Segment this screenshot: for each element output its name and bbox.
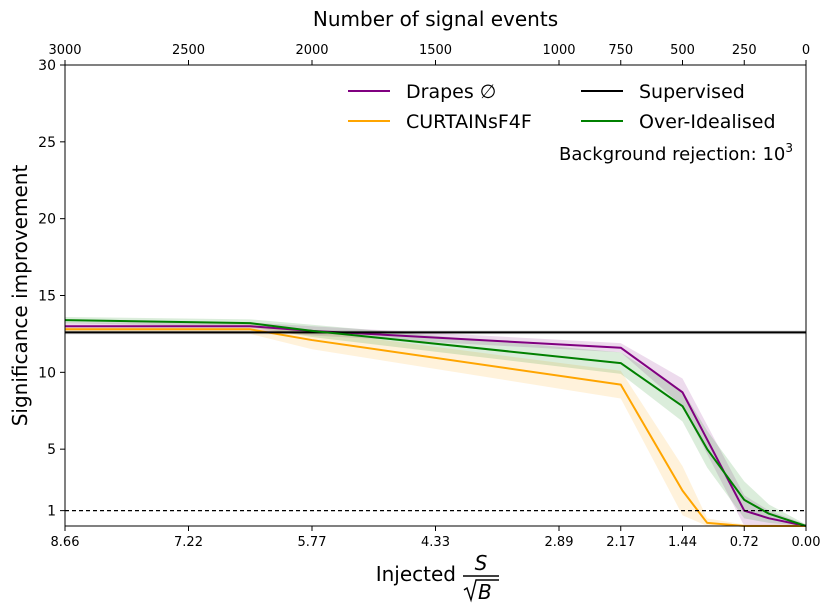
annotation-text: Background rejection: 10 [559,144,785,165]
top-x-tick-label: 1500 [419,43,452,58]
top-x-tick-label: 750 [608,43,633,58]
bottom-x-tick-label: 5.77 [298,535,327,550]
legend-label-2: Supervised [639,81,745,103]
bottom-x-tick-label: 2.89 [545,535,574,550]
annotation-superscript: 3 [785,141,793,155]
y-tick-label: 10 [38,365,56,381]
line-series-3 [64,319,807,527]
y-tick-label: 1 [47,504,56,520]
bottom-x-tick-label: 0.72 [730,535,759,550]
background-rejection-annotation: Background rejection: 103 [559,141,793,165]
bottom-x-tick-label: 7.22 [174,535,203,550]
bottom-x-tick-label: 2.17 [606,535,635,550]
top-x-tick-label: 500 [670,43,695,58]
confidence-bands [65,317,806,526]
x-axis-title-numerator: S [475,551,488,575]
legend-label-1: CURTAINsF4F [406,111,532,133]
legend-label-3: Over-Idealised [639,111,776,133]
y-tick-label: 15 [38,289,56,305]
bottom-x-tick-label: 8.66 [51,535,80,550]
line-series-1 [65,328,806,527]
bottom-x-tick-label: 1.44 [668,535,697,550]
x-axis-title-prefix: Injected [376,562,456,586]
y-tick-label: 30 [38,58,56,74]
sqrt-sign [463,579,499,603]
bottom-x-tick-label: 0.00 [792,535,821,550]
bottom-x-tick-label: 4.33 [421,535,450,550]
series-lines [64,319,807,527]
y-tick-label: 20 [38,212,56,228]
band-series-3 [65,317,806,526]
top-x-axis-title: Number of signal events [313,7,558,31]
y-tick-label: 25 [38,135,56,151]
top-x-tick-label: 1000 [542,43,575,58]
band-series-1 [65,324,806,526]
bottom-x-axis-ticks: 8.66 7.22 5.77 4.33 2.89 2.17 1.44 0.72 0.00 [51,526,821,550]
top-x-axis-ticks: 3000 2500 2000 1500 1000 750 500 250 0 [48,43,810,65]
legend: Drapes ∅ CURTAINsF4F Supervised Over-Ideali… [348,81,776,133]
line-series-0 [65,325,807,527]
top-x-tick-label: 250 [732,43,757,58]
bottom-x-axis-title: Injected S B [376,551,499,604]
y-axis-title: Significance improvement [8,165,32,427]
top-x-tick-label: 3000 [48,43,81,58]
top-x-tick-label: 2500 [172,43,205,58]
top-x-tick-label: 0 [802,43,810,58]
top-x-tick-label: 2000 [295,43,328,58]
legend-label-0: Drapes ∅ [406,81,496,103]
x-axis-title-denominator: B [478,580,492,604]
plot-frame [64,64,807,527]
y-tick-label: 5 [47,442,56,458]
